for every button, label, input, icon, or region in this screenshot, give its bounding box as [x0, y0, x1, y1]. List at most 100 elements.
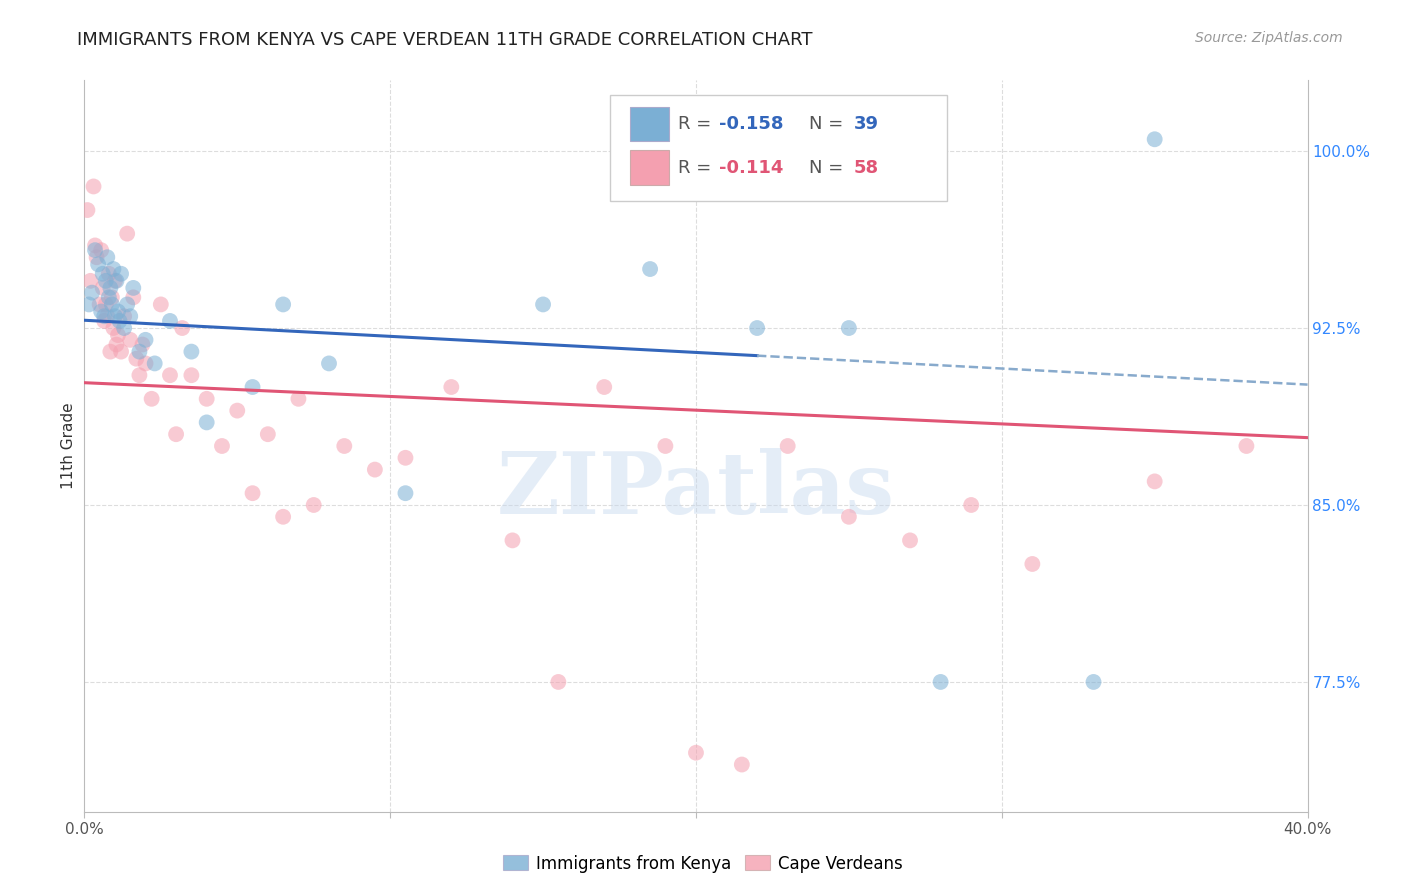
- Text: 39: 39: [853, 115, 879, 133]
- Point: [120, 310, 142, 324]
- Text: N =: N =: [808, 115, 848, 133]
- Point: [394, 450, 416, 465]
- Point: [86, 250, 108, 264]
- Point: [97, 267, 120, 281]
- Point: [105, 274, 128, 288]
- FancyBboxPatch shape: [610, 95, 946, 201]
- Point: [110, 267, 132, 281]
- Point: [1143, 132, 1166, 146]
- Text: -0.114: -0.114: [720, 159, 783, 177]
- Point: [333, 439, 356, 453]
- Point: [271, 509, 294, 524]
- Point: [112, 321, 135, 335]
- Point: [960, 498, 983, 512]
- Point: [122, 290, 145, 304]
- Point: [90, 243, 112, 257]
- Point: [318, 356, 340, 370]
- Point: [1021, 557, 1043, 571]
- Point: [165, 427, 187, 442]
- Point: [226, 403, 249, 417]
- Point: [302, 498, 325, 512]
- Point: [1236, 439, 1258, 453]
- Point: [96, 310, 118, 324]
- Point: [128, 368, 150, 383]
- Point: [84, 238, 107, 252]
- Point: [159, 314, 181, 328]
- Point: [685, 746, 707, 760]
- Point: [502, 533, 524, 548]
- Point: [159, 368, 181, 383]
- Point: [242, 486, 264, 500]
- Text: ZIPatlas: ZIPatlas: [496, 448, 896, 532]
- Point: [83, 179, 105, 194]
- Point: [180, 368, 202, 383]
- Text: R =: R =: [678, 115, 717, 133]
- Point: [108, 314, 131, 328]
- Point: [929, 675, 952, 690]
- Point: [103, 262, 125, 277]
- Point: [257, 427, 280, 442]
- Point: [94, 297, 117, 311]
- Point: [107, 328, 129, 343]
- Text: IMMIGRANTS FROM KENYA VS CAPE VERDEAN 11TH GRADE CORRELATION CHART: IMMIGRANTS FROM KENYA VS CAPE VERDEAN 11…: [77, 31, 813, 49]
- Point: [94, 274, 117, 288]
- Text: Source: ZipAtlas.com: Source: ZipAtlas.com: [1195, 31, 1343, 45]
- Point: [104, 274, 127, 288]
- Point: [105, 337, 128, 351]
- Point: [547, 675, 569, 690]
- Point: [110, 344, 132, 359]
- Point: [180, 344, 202, 359]
- Text: 58: 58: [853, 159, 879, 177]
- Point: [93, 314, 115, 328]
- Point: [101, 297, 124, 311]
- Text: R =: R =: [678, 159, 717, 177]
- Point: [440, 380, 463, 394]
- FancyBboxPatch shape: [630, 151, 669, 185]
- Point: [98, 344, 121, 359]
- Point: [79, 274, 101, 288]
- FancyBboxPatch shape: [630, 107, 669, 141]
- Point: [593, 380, 616, 394]
- Point: [84, 243, 107, 257]
- Point: [107, 304, 129, 318]
- Point: [1143, 475, 1166, 489]
- Point: [776, 439, 799, 453]
- Point: [135, 356, 157, 370]
- Point: [87, 257, 110, 271]
- Point: [90, 304, 112, 318]
- Point: [96, 250, 118, 264]
- Point: [125, 351, 148, 366]
- Text: N =: N =: [808, 159, 848, 177]
- Point: [91, 267, 114, 281]
- Point: [898, 533, 921, 548]
- Point: [91, 281, 114, 295]
- Point: [135, 333, 157, 347]
- Point: [97, 290, 120, 304]
- Point: [98, 281, 121, 295]
- Point: [93, 310, 115, 324]
- Point: [104, 310, 127, 324]
- Point: [122, 281, 145, 295]
- Point: [531, 297, 554, 311]
- Y-axis label: 11th Grade: 11th Grade: [60, 402, 76, 490]
- Legend: Immigrants from Kenya, Cape Verdeans: Immigrants from Kenya, Cape Verdeans: [496, 848, 910, 880]
- Point: [112, 310, 135, 324]
- Point: [195, 416, 218, 430]
- Point: [242, 380, 264, 394]
- Point: [654, 439, 676, 453]
- Point: [141, 392, 163, 406]
- Point: [115, 297, 138, 311]
- Point: [211, 439, 233, 453]
- Point: [143, 356, 166, 370]
- Point: [747, 321, 769, 335]
- Point: [103, 321, 125, 335]
- Point: [1083, 675, 1105, 690]
- Text: -0.158: -0.158: [720, 115, 783, 133]
- Point: [131, 337, 153, 351]
- Point: [195, 392, 218, 406]
- Point: [287, 392, 309, 406]
- Point: [271, 297, 294, 311]
- Point: [364, 462, 387, 476]
- Point: [101, 290, 124, 304]
- Point: [80, 285, 103, 300]
